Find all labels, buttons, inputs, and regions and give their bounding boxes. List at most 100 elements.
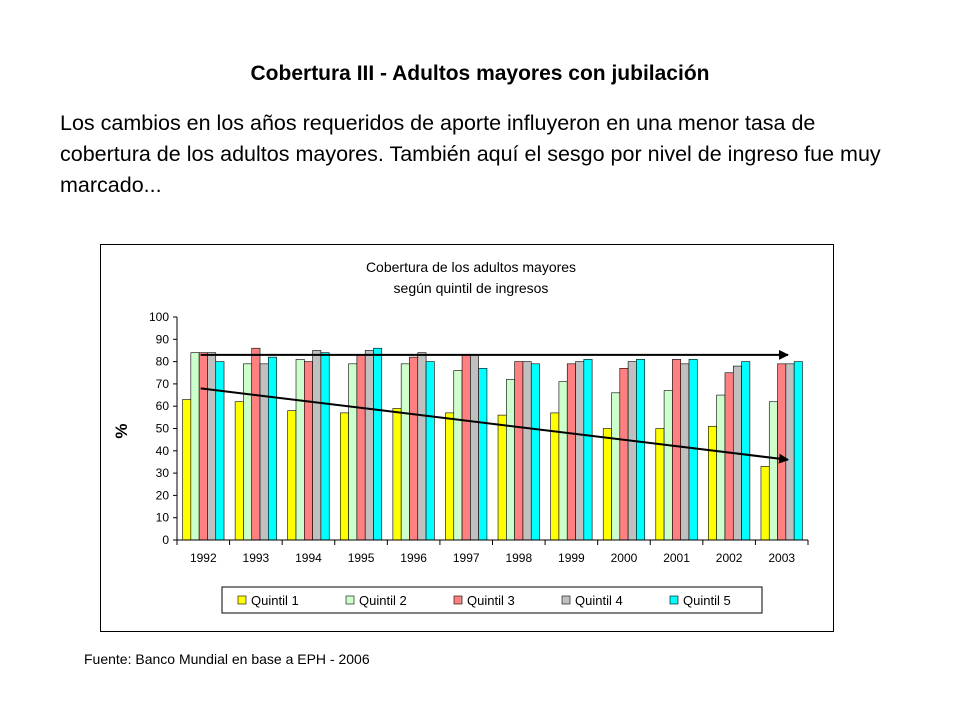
y-tick-label-100: 100 — [149, 310, 169, 324]
x-tick-label-1999: 1999 — [558, 551, 585, 565]
bar-2000-quintil-5 — [636, 359, 646, 541]
y-tick-label-10: 10 — [156, 511, 170, 525]
x-tick-label-1993: 1993 — [243, 551, 270, 565]
legend-swatch-quintil-4 — [561, 595, 571, 605]
slide-body-text: Los cambios en los años requeridos de ap… — [60, 111, 881, 197]
bar-chart: Cobertura de los adultos mayores según q… — [112, 259, 809, 614]
x-tick-label-1996: 1996 — [400, 551, 427, 565]
bar-1993-quintil-5 — [268, 356, 277, 541]
y-tick-label-70: 70 — [156, 377, 170, 391]
bar-2001-quintil-5 — [688, 359, 698, 541]
x-tick-label-1992: 1992 — [190, 551, 217, 565]
x-tick-label-2003: 2003 — [768, 551, 795, 565]
bar-1995-quintil-3 — [356, 354, 366, 541]
trend-arrow-lower — [200, 387, 790, 464]
bar-1996-quintil-1 — [392, 408, 402, 541]
bar-1996-quintil-3 — [409, 356, 419, 541]
bar-2000-quintil-1 — [602, 428, 612, 541]
bar-1994-quintil-2 — [295, 359, 305, 541]
axes-layer — [176, 317, 809, 545]
bar-2001-quintil-3 — [672, 359, 681, 541]
legend-swatch-quintil-5 — [669, 595, 679, 605]
source-note: Fuente: Banco Mundial en base a EPH - 20… — [84, 651, 370, 667]
bar-1999-quintil-4 — [575, 361, 585, 541]
x-tick-label-2002: 2002 — [716, 551, 743, 565]
bar-1995-quintil-2 — [348, 363, 358, 541]
bar-1998-quintil-2 — [506, 379, 515, 541]
y-axis-label: % — [112, 423, 131, 438]
y-tick-label-90: 90 — [156, 332, 170, 346]
bar-1995-quintil-4 — [364, 350, 374, 541]
bar-2003-quintil-2 — [768, 401, 778, 541]
bar-2003-quintil-1 — [760, 466, 770, 541]
bar-1997-quintil-3 — [461, 354, 471, 541]
bar-1993-quintil-4 — [259, 363, 269, 541]
bar-2003-quintil-5 — [793, 361, 803, 541]
legend: Quintil 1 Quintil 2 Quintil 3 Quintil 4 Quin… — [221, 586, 763, 614]
x-tick-label-1995: 1995 — [348, 551, 375, 565]
x-tick-label-2001: 2001 — [663, 551, 690, 565]
legend-label-quintil-5: Quintil 5 — [683, 593, 731, 608]
bar-1994-quintil-4 — [312, 350, 322, 541]
bar-2000-quintil-4 — [627, 361, 637, 541]
x-tick-label-1998: 1998 — [505, 551, 532, 565]
bar-1994-quintil-1 — [287, 410, 297, 541]
bar-1999-quintil-2 — [558, 381, 568, 541]
legend-swatch-quintil-2 — [345, 595, 355, 605]
bar-1998-quintil-4 — [522, 361, 532, 541]
bar-2003-quintil-3 — [777, 363, 787, 541]
bar-1998-quintil-5 — [530, 363, 540, 541]
legend-label-quintil-1: Quintil 1 — [251, 593, 299, 608]
bar-1992-quintil-5 — [215, 361, 225, 541]
bar-2003-quintil-4 — [785, 363, 795, 541]
y-tick-label-20: 20 — [156, 488, 170, 502]
legend-swatch-quintil-3 — [453, 595, 463, 605]
bar-1998-quintil-3 — [514, 361, 524, 541]
bar-1997-quintil-2 — [453, 370, 463, 541]
legend-label-quintil-3: Quintil 3 — [467, 593, 515, 608]
bar-1997-quintil-4 — [470, 354, 479, 541]
bar-1999-quintil-5 — [583, 359, 593, 541]
bar-1999-quintil-3 — [566, 363, 576, 541]
bar-1994-quintil-3 — [304, 361, 313, 541]
bar-1992-quintil-4 — [207, 352, 217, 541]
y-tick-label-0: 0 — [162, 533, 169, 547]
x-tick-label-1997: 1997 — [453, 551, 480, 565]
bar-2002-quintil-1 — [708, 425, 717, 541]
y-tick-label-80: 80 — [156, 355, 170, 369]
bar-1997-quintil-1 — [445, 412, 455, 541]
bar-2001-quintil-4 — [680, 363, 690, 541]
y-tick-label-30: 30 — [156, 466, 170, 480]
x-tick-label-2000: 2000 — [611, 551, 638, 565]
x-tick-label-1994: 1994 — [295, 551, 322, 565]
bar-1993-quintil-3 — [251, 347, 261, 541]
bar-1996-quintil-2 — [400, 363, 410, 541]
x-labels-layer: 1992 1993 1994 1995 1996 1997 1998 1999 2000 2001… — [190, 551, 795, 565]
slide-title: Cobertura III - Adultos mayores con jubi… — [250, 62, 710, 85]
trend-arrows-layer — [200, 349, 790, 464]
bar-1997-quintil-5 — [478, 367, 488, 541]
bar-2002-quintil-3 — [724, 372, 734, 541]
chart-frame: Cobertura de los adultos mayores según q… — [100, 244, 834, 632]
legend-label-quintil-2: Quintil 2 — [359, 593, 407, 608]
y-ticks-layer: 0 10 20 30 40 50 60 70 80 90 100 — [149, 310, 177, 547]
y-tick-label-40: 40 — [156, 444, 170, 458]
bar-2002-quintil-5 — [741, 361, 751, 541]
bar-1996-quintil-4 — [417, 352, 427, 541]
bar-1992-quintil-2 — [190, 352, 200, 541]
bar-2001-quintil-2 — [663, 390, 673, 541]
bar-1993-quintil-1 — [234, 401, 244, 541]
y-tick-label-50: 50 — [156, 422, 170, 436]
legend-label-quintil-4: Quintil 4 — [575, 593, 623, 608]
bar-1995-quintil-1 — [339, 412, 349, 541]
bar-1994-quintil-5 — [320, 352, 330, 541]
bars-layer — [182, 347, 803, 541]
bar-1998-quintil-1 — [497, 414, 507, 541]
bar-1996-quintil-5 — [425, 361, 435, 541]
bar-1995-quintil-5 — [373, 347, 383, 541]
bar-1992-quintil-3 — [198, 352, 208, 541]
legend-swatch-quintil-1 — [237, 595, 247, 605]
chart-title-line-2: según quintil de ingresos — [394, 280, 549, 296]
bar-2002-quintil-2 — [716, 394, 726, 541]
bar-2000-quintil-2 — [611, 392, 621, 541]
